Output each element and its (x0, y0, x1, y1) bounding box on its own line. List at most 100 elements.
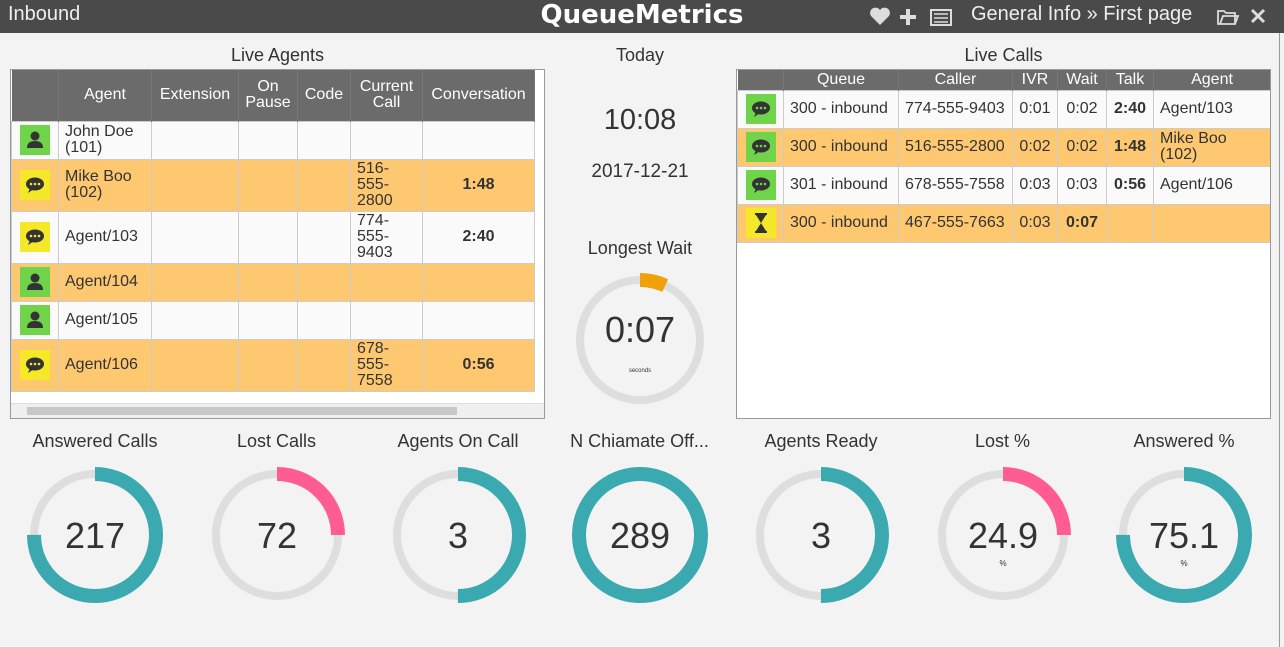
header-cell[interactable]: Extension (151, 70, 239, 121)
cell (422, 120, 535, 160)
header-cell[interactable]: Conversation (422, 70, 535, 121)
cell: 774-555-9403 (350, 210, 423, 264)
breadcrumb[interactable]: General Info » First page (971, 3, 1193, 25)
header-cell[interactable]: On Pause (238, 70, 298, 121)
cell (11, 210, 59, 264)
cell (737, 89, 784, 129)
cell: 0:02 (1012, 127, 1058, 167)
cell: 678-555-7558 (898, 165, 1013, 205)
cell (238, 120, 298, 160)
cell: 0:03 (1012, 203, 1058, 243)
cell (350, 120, 423, 160)
cell (151, 158, 239, 212)
scroll-thumb[interactable] (27, 407, 457, 415)
cell (297, 338, 351, 392)
cell (238, 300, 298, 340)
metric-label: Answered Calls (32, 431, 158, 451)
cell: Mike Boo (102) (58, 158, 152, 212)
chat-icon (20, 222, 50, 252)
header-cell[interactable]: Queue (783, 70, 899, 90)
gauge-unit: % (999, 559, 1006, 568)
cell: John Doe (101) (58, 120, 152, 160)
cell: 300 - inbound (783, 127, 899, 167)
row: Agent/103 774-555-9403 2:40 (11, 210, 535, 264)
header-cell[interactable]: Agent (58, 70, 152, 121)
hourglass-icon (745, 208, 776, 238)
live-calls-panel: Queue Caller IVR Wait Talk Agent 300 - i… (736, 69, 1271, 419)
header-cell[interactable]: Agent (1153, 70, 1270, 90)
chat-icon (745, 94, 776, 124)
gauge-value: 289 (609, 515, 669, 556)
metric-gauge: 217 (27, 467, 163, 603)
live-agents-table: Agent Extension On Pause Code Current Ca… (11, 70, 535, 392)
live-calls-title: Live Calls (964, 45, 1043, 65)
gauge-unit: % (1180, 559, 1187, 568)
cell: 1:48 (422, 158, 535, 212)
metric-label: Lost % (974, 431, 1031, 451)
live-agents-title: Live Agents (230, 45, 325, 65)
cell: Agent/106 (58, 338, 152, 392)
cell (151, 262, 239, 302)
toolbar-icons[interactable] (868, 5, 968, 29)
toolbar-icons-right[interactable] (1216, 5, 1276, 29)
row: Agent/104 (11, 262, 535, 302)
gauge-arc (753, 467, 889, 603)
cell: 516-555-2800 (350, 158, 423, 212)
row: 300 - inbound 516-555-2800 0:02 0:02 1:4… (737, 127, 1270, 167)
cell (737, 127, 784, 167)
header-cell[interactable]: Talk (1106, 70, 1154, 90)
header-cell[interactable]: IVR (1012, 70, 1058, 90)
row: Mike Boo (102) 516-555-2800 1:48 (11, 158, 535, 212)
gauge-value: 72 (256, 515, 296, 556)
cell (350, 300, 423, 340)
live-calls-table: Queue Caller IVR Wait Talk Agent 300 - i… (737, 70, 1270, 243)
row: Agent Extension On Pause Code Current Ca… (11, 70, 535, 121)
cell (297, 262, 351, 302)
cell: 0:02 (1057, 127, 1107, 167)
cell: Agent/106 (1153, 165, 1270, 205)
metric-gauge: 3 (390, 467, 526, 603)
gauge-value: 3 (811, 515, 831, 556)
agent-icon (20, 267, 50, 297)
header-cell[interactable]: Caller (898, 70, 1013, 90)
longest-wait-title: Longest Wait (587, 238, 693, 258)
cell (238, 338, 298, 392)
gauge-arc (571, 467, 708, 603)
row: 300 - inbound 467-555-7663 0:03 0:07 (737, 203, 1270, 243)
cell (11, 158, 59, 212)
header-cell[interactable]: Wait (1057, 70, 1107, 90)
section-title: Inbound (8, 3, 81, 25)
metric-gauge: 75.1% (1116, 467, 1252, 603)
cell (297, 158, 351, 212)
cell (297, 120, 351, 160)
cell (11, 300, 59, 340)
agent-icon (20, 125, 50, 155)
row: Agent/105 (11, 300, 535, 340)
gauge-value: 75.1 (1149, 515, 1219, 556)
row: Queue Caller IVR Wait Talk Agent (737, 70, 1270, 90)
metric-gauge: 3 (753, 467, 889, 603)
cell: 0:07 (1057, 203, 1107, 243)
gauge-unit: seconds (629, 368, 651, 374)
cell (151, 300, 239, 340)
cell (1106, 203, 1154, 243)
brand: QueueMetrics (540, 0, 744, 30)
cell: 300 - inbound (783, 203, 899, 243)
cell: 0:03 (1057, 165, 1107, 205)
cell (422, 262, 535, 302)
header-cell (11, 70, 59, 121)
cell: 678-555-7558 (350, 338, 423, 392)
cell: 467-555-7663 (898, 203, 1013, 243)
metric-label: Lost Calls (236, 431, 317, 451)
row: 300 - inbound 774-555-9403 0:01 0:02 2:4… (737, 89, 1270, 129)
metric-label: N Chiamate Off... (570, 431, 709, 451)
scrollbar[interactable] (11, 403, 544, 418)
live-agents-panel: Agent Extension On Pause Code Current Ca… (10, 69, 545, 419)
header-cell[interactable]: Current Call (350, 70, 423, 121)
header-cell[interactable]: Code (297, 70, 351, 121)
cell: 0:56 (1106, 165, 1154, 205)
cell: 1:48 (1106, 127, 1154, 167)
cell: 2:40 (422, 210, 535, 264)
metric-label: Agents On Call (397, 431, 519, 451)
